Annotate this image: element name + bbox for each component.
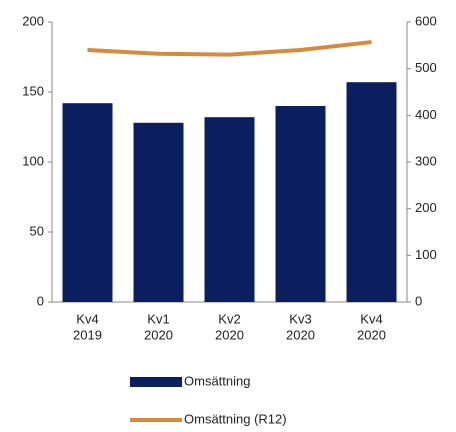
y-tick-label: 100 [22, 153, 44, 168]
y-tick-label: 200 [22, 13, 44, 28]
x-tick-label: Kv2 [218, 311, 240, 326]
x-tick-label: Kv4 [76, 311, 98, 326]
bar [133, 122, 184, 302]
bar [275, 106, 326, 302]
y-tick-label: 150 [22, 83, 44, 98]
y2-tick-label: 300 [415, 153, 437, 168]
x-tick-label: 2020 [286, 327, 315, 342]
x-tick-label: 2020 [357, 327, 386, 342]
legend-label: Omsättning (R12) [184, 411, 287, 426]
y2-tick-label: 400 [415, 107, 437, 122]
y2-tick-label: 600 [415, 13, 437, 28]
y-tick-label: 50 [30, 223, 44, 238]
y2-tick-label: 100 [415, 247, 437, 262]
line [87, 40, 372, 57]
x-tick-label: 2020 [215, 327, 244, 342]
x-tick-label: Kv1 [147, 311, 169, 326]
x-tick-label: 2020 [144, 327, 173, 342]
x-tick-label: Kv4 [360, 311, 382, 326]
bar [346, 82, 397, 302]
y2-tick-label: 0 [415, 293, 422, 308]
legend-swatch [130, 377, 182, 387]
x-tick-label: 2019 [73, 327, 102, 342]
y2-tick-label: 200 [415, 200, 437, 215]
y-tick-label: 0 [37, 293, 44, 308]
bar [62, 103, 113, 302]
y2-tick-label: 500 [415, 60, 437, 75]
x-tick-label: Kv3 [289, 311, 311, 326]
bar [204, 117, 255, 302]
legend-label: Omsättning [184, 373, 250, 388]
